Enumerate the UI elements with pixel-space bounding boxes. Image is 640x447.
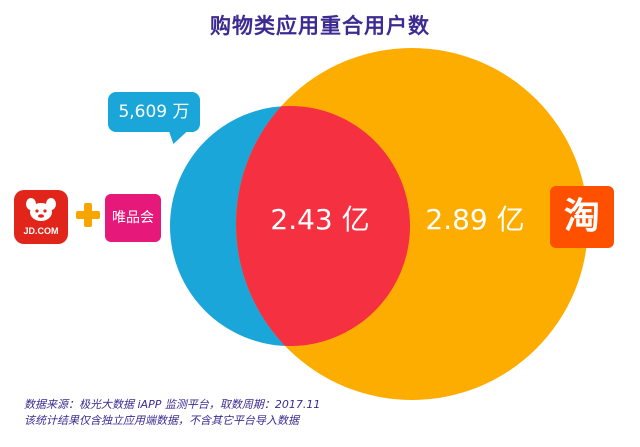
jd-dog-icon: [26, 198, 56, 221]
overlap-users-value: 2.43 亿: [270, 203, 370, 236]
overlap-region: [236, 106, 410, 346]
footnote-source: 数据来源：极光大数据 iAPP 监测平台，取数周期：2017.11: [24, 398, 321, 411]
taobao-logo: 淘: [550, 186, 614, 248]
plus-icon: [76, 203, 100, 227]
taobao-users-value: 2.89 亿: [425, 203, 525, 236]
page-title: 购物类应用重合用户数: [210, 14, 430, 38]
jd-logo: JD.COM: [14, 190, 68, 244]
footnote-note: 该统计结果仅含独立应用端数据，不含其它平台导入数据: [24, 414, 299, 427]
jd-vip-users-callout: 5,609 万: [108, 92, 200, 132]
vip-logo: 唯品会: [105, 194, 161, 242]
jd-logo-text: JD.COM: [23, 226, 59, 236]
